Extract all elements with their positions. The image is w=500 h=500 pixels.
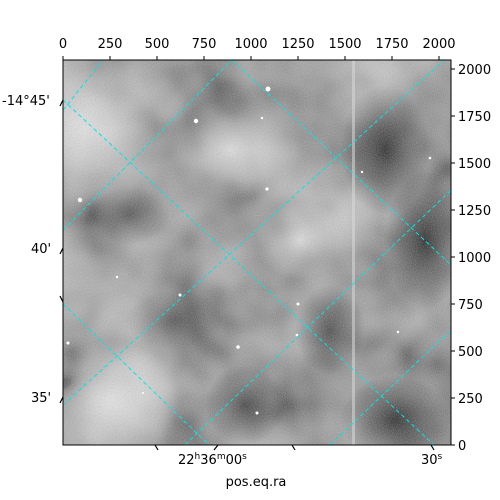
grid-line <box>184 189 451 445</box>
top-tick-label: 250 <box>98 37 123 52</box>
grid-line <box>63 60 233 231</box>
grid-line <box>63 60 104 111</box>
x-axis-label: pos.eq.ra <box>226 475 287 490</box>
top-tick-label: 1000 <box>234 37 267 52</box>
dec-axis-ticks <box>59 99 64 404</box>
dec-tick-label: 35' <box>31 391 51 406</box>
grid-line <box>63 303 210 445</box>
top-pixel-axis <box>62 56 440 60</box>
right-tick-label: 1500 <box>458 157 491 172</box>
grid-line <box>231 60 451 266</box>
right-tick-label: 500 <box>458 345 483 360</box>
dec-tick-label: 40' <box>31 242 51 257</box>
ra-tick-label: 22h36m00s <box>178 452 247 468</box>
right-tick-label: 1250 <box>458 204 491 219</box>
top-tick-label: 1500 <box>328 37 361 52</box>
top-tick-label: 2000 <box>422 37 455 52</box>
sky-image <box>63 60 451 445</box>
stars <box>66 86 432 415</box>
top-tick-label: 1250 <box>281 37 314 52</box>
top-tick-label: 500 <box>145 37 170 52</box>
grid-line <box>63 60 446 406</box>
right-tick-label: 1000 <box>458 251 491 266</box>
ra-axis-ticks <box>154 444 435 451</box>
right-tick-label: 750 <box>458 298 483 313</box>
right-pixel-axis <box>451 68 455 446</box>
right-tick-label: 1750 <box>458 110 491 125</box>
top-tick-label: 1750 <box>375 37 408 52</box>
ra-tick-label: 30s <box>421 452 443 468</box>
grid-line <box>63 99 435 445</box>
top-tick-label: 0 <box>59 37 67 52</box>
top-tick-label: 750 <box>192 37 217 52</box>
dec-tick-label: -14°45' <box>2 94 50 109</box>
right-tick-label: 250 <box>458 392 483 407</box>
coordinate-grid <box>63 60 451 445</box>
right-tick-label: 0 <box>458 439 466 454</box>
right-tick-label: 2000 <box>458 63 491 78</box>
axes-frame <box>62 59 452 446</box>
